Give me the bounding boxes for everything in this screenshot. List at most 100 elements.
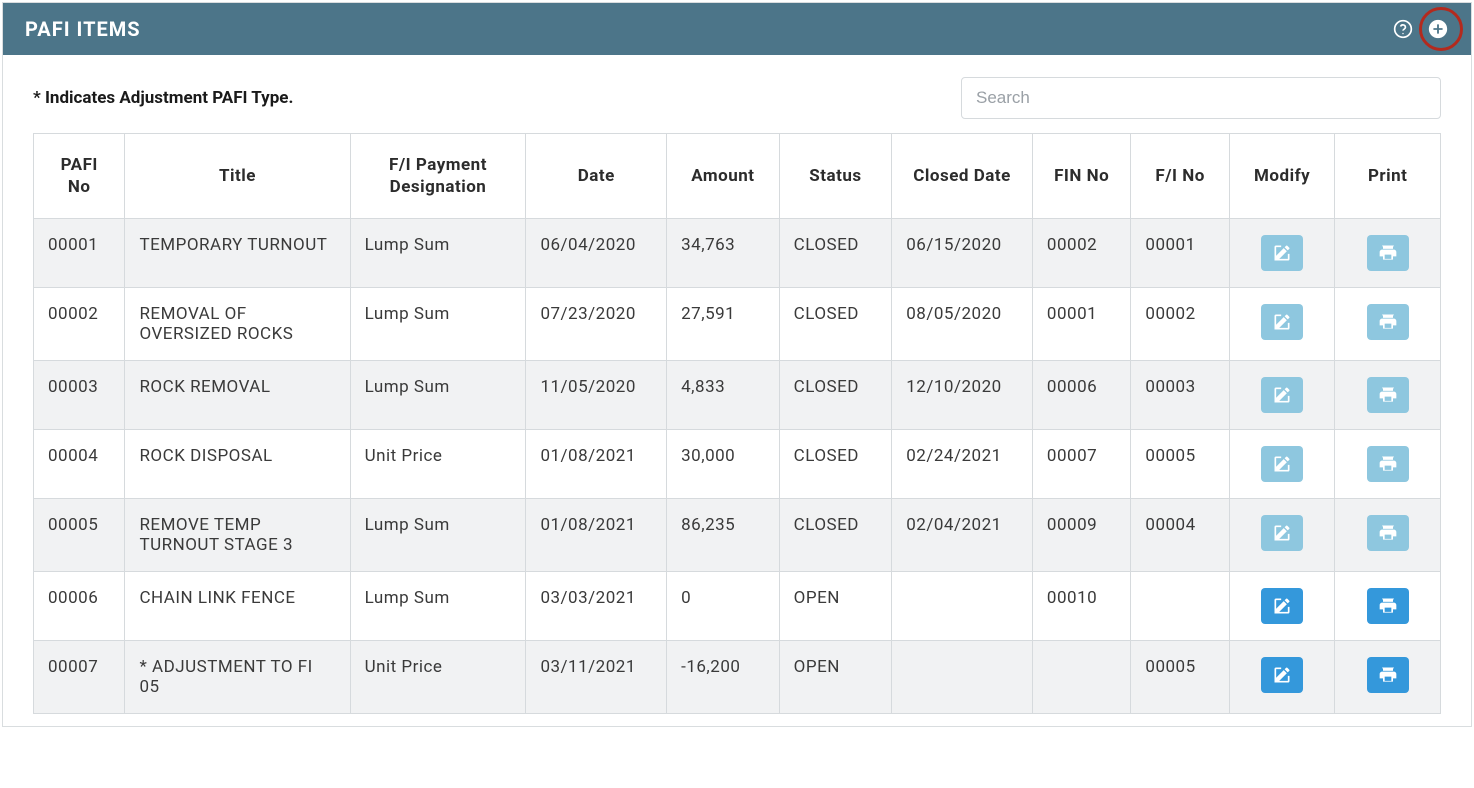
- help-button[interactable]: [1393, 19, 1413, 39]
- cell-designation: Lump Sum: [350, 572, 526, 641]
- table-row: 00007* ADJUSTMENT TO FI 05Unit Price03/1…: [34, 641, 1441, 714]
- col-title[interactable]: Title: [125, 134, 350, 219]
- cell-closed-date: 02/24/2021: [892, 430, 1033, 499]
- print-icon: [1378, 312, 1398, 332]
- pafi-items-panel: PAFI ITEMS * Indicates Adjustment PAFI T…: [2, 2, 1472, 727]
- print-icon: [1378, 665, 1398, 685]
- cell-print: [1335, 430, 1441, 499]
- cell-status: OPEN: [779, 641, 892, 714]
- cell-print: [1335, 288, 1441, 361]
- col-amount[interactable]: Amount: [667, 134, 780, 219]
- cell-fi-no: 00005: [1131, 641, 1229, 714]
- cell-date: 07/23/2020: [526, 288, 667, 361]
- cell-pafi-no: 00005: [34, 499, 125, 572]
- cell-status: CLOSED: [779, 499, 892, 572]
- table-row: 00002REMOVAL OF OVERSIZED ROCKSLump Sum0…: [34, 288, 1441, 361]
- cell-closed-date: 02/04/2021: [892, 499, 1033, 572]
- cell-fi-no: 00002: [1131, 288, 1229, 361]
- cell-fin-no: 00006: [1032, 361, 1130, 430]
- col-closed-date[interactable]: Closed Date: [892, 134, 1033, 219]
- print-button[interactable]: [1367, 235, 1409, 271]
- cell-designation: Lump Sum: [350, 361, 526, 430]
- cell-fin-no: [1032, 641, 1130, 714]
- edit-icon: [1272, 385, 1292, 405]
- print-icon: [1378, 385, 1398, 405]
- col-modify[interactable]: Modify: [1229, 134, 1335, 219]
- edit-icon: [1272, 243, 1292, 263]
- col-pafi-no[interactable]: PAFI No: [34, 134, 125, 219]
- modify-button[interactable]: [1261, 446, 1303, 482]
- cell-designation: Lump Sum: [350, 288, 526, 361]
- edit-icon: [1272, 596, 1292, 616]
- add-button[interactable]: [1427, 18, 1449, 40]
- cell-modify: [1229, 641, 1335, 714]
- print-icon: [1378, 596, 1398, 616]
- print-button[interactable]: [1367, 377, 1409, 413]
- cell-status: CLOSED: [779, 430, 892, 499]
- plus-circle-icon: [1427, 18, 1449, 40]
- cell-amount: 4,833: [667, 361, 780, 430]
- table-row: 00005REMOVE TEMP TURNOUT STAGE 3Lump Sum…: [34, 499, 1441, 572]
- cell-closed-date: 06/15/2020: [892, 219, 1033, 288]
- modify-button[interactable]: [1261, 515, 1303, 551]
- cell-print: [1335, 219, 1441, 288]
- modify-button[interactable]: [1261, 657, 1303, 693]
- cell-amount: -16,200: [667, 641, 780, 714]
- cell-status: CLOSED: [779, 361, 892, 430]
- cell-modify: [1229, 219, 1335, 288]
- table-row: 00004ROCK DISPOSALUnit Price01/08/202130…: [34, 430, 1441, 499]
- print-button[interactable]: [1367, 304, 1409, 340]
- col-fin-no[interactable]: FIN No: [1032, 134, 1130, 219]
- panel-title: PAFI ITEMS: [25, 17, 141, 41]
- table-row: 00006CHAIN LINK FENCELump Sum03/03/20210…: [34, 572, 1441, 641]
- cell-designation: Lump Sum: [350, 499, 526, 572]
- modify-button[interactable]: [1261, 377, 1303, 413]
- cell-designation: Unit Price: [350, 430, 526, 499]
- cell-date: 03/11/2021: [526, 641, 667, 714]
- cell-fin-no: 00002: [1032, 219, 1130, 288]
- modify-button[interactable]: [1261, 588, 1303, 624]
- cell-fin-no: 00009: [1032, 499, 1130, 572]
- cell-pafi-no: 00004: [34, 430, 125, 499]
- print-button[interactable]: [1367, 657, 1409, 693]
- cell-title: ROCK REMOVAL: [125, 361, 350, 430]
- modify-button[interactable]: [1261, 235, 1303, 271]
- print-icon: [1378, 243, 1398, 263]
- print-button[interactable]: [1367, 515, 1409, 551]
- table-row: 00003ROCK REMOVALLump Sum11/05/20204,833…: [34, 361, 1441, 430]
- cell-title: TEMPORARY TURNOUT: [125, 219, 350, 288]
- col-status[interactable]: Status: [779, 134, 892, 219]
- search-input[interactable]: [961, 77, 1441, 119]
- col-print[interactable]: Print: [1335, 134, 1441, 219]
- col-designation[interactable]: F/I Payment Designation: [350, 134, 526, 219]
- cell-status: CLOSED: [779, 219, 892, 288]
- cell-closed-date: 08/05/2020: [892, 288, 1033, 361]
- adjustment-hint: * Indicates Adjustment PAFI Type.: [33, 88, 293, 108]
- cell-amount: 0: [667, 572, 780, 641]
- cell-amount: 27,591: [667, 288, 780, 361]
- cell-amount: 30,000: [667, 430, 780, 499]
- modify-button[interactable]: [1261, 304, 1303, 340]
- print-button[interactable]: [1367, 588, 1409, 624]
- print-icon: [1378, 523, 1398, 543]
- print-button[interactable]: [1367, 446, 1409, 482]
- cell-closed-date: 12/10/2020: [892, 361, 1033, 430]
- cell-date: 11/05/2020: [526, 361, 667, 430]
- cell-print: [1335, 361, 1441, 430]
- cell-pafi-no: 00006: [34, 572, 125, 641]
- cell-designation: Lump Sum: [350, 219, 526, 288]
- panel-body: * Indicates Adjustment PAFI Type. PAFI N…: [3, 55, 1471, 726]
- cell-designation: Unit Price: [350, 641, 526, 714]
- cell-fi-no: 00004: [1131, 499, 1229, 572]
- cell-print: [1335, 641, 1441, 714]
- cell-date: 06/04/2020: [526, 219, 667, 288]
- cell-title: CHAIN LINK FENCE: [125, 572, 350, 641]
- cell-print: [1335, 572, 1441, 641]
- cell-fin-no: 00010: [1032, 572, 1130, 641]
- col-fi-no[interactable]: F/I No: [1131, 134, 1229, 219]
- help-icon: [1393, 19, 1413, 39]
- cell-status: CLOSED: [779, 288, 892, 361]
- edit-icon: [1272, 523, 1292, 543]
- col-date[interactable]: Date: [526, 134, 667, 219]
- cell-title: * ADJUSTMENT TO FI 05: [125, 641, 350, 714]
